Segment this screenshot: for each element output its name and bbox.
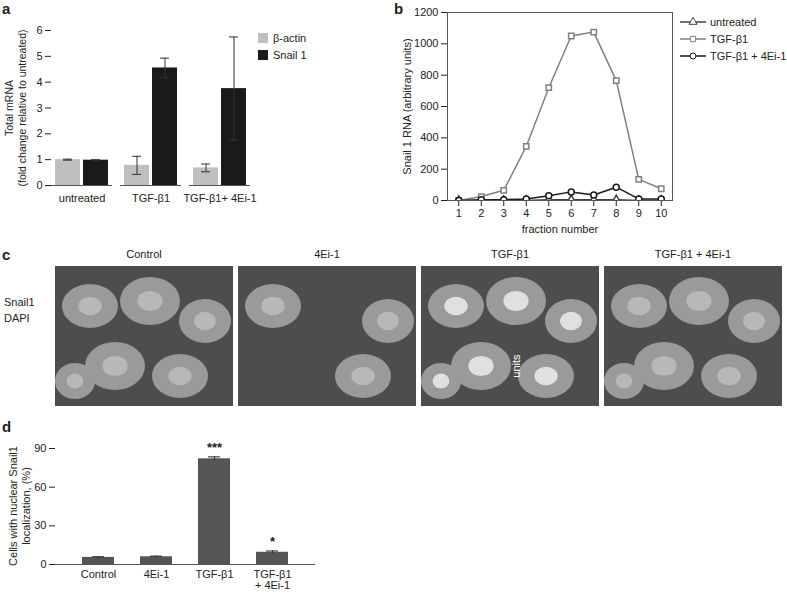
svg-text:9: 9 — [636, 207, 642, 219]
svg-text:0: 0 — [432, 194, 438, 206]
svg-text:6: 6 — [568, 207, 574, 219]
svg-text:1: 1 — [456, 207, 462, 219]
svg-text:***: *** — [207, 440, 223, 455]
html-text:c: c — [2, 246, 11, 263]
html-text:Snail 1: Snail 1 — [273, 49, 307, 61]
svg-text:3: 3 — [501, 207, 507, 219]
svg-text:2: 2 — [36, 127, 42, 139]
html-text:Control: Control — [126, 248, 162, 260]
svg-text:2: 2 — [478, 207, 484, 219]
svg-text:untreated: untreated — [59, 192, 105, 204]
svg-text:600: 600 — [420, 100, 438, 112]
svg-text:1000: 1000 — [414, 37, 438, 49]
svg-text:TGF-β1+ 4Ei-1: TGF-β1+ 4Ei-1 — [183, 192, 256, 204]
svg-text:1: 1 — [36, 153, 42, 165]
html-text:TGF-β1: TGF-β1 — [490, 248, 529, 260]
html-text:a: a — [2, 0, 11, 17]
svg-text:Snail 1 RNA (arbitrary units): Snail 1 RNA (arbitrary units) — [401, 38, 413, 174]
svg-text:5: 5 — [36, 50, 42, 62]
svg-text:8: 8 — [613, 207, 619, 219]
html-text:b: b — [394, 0, 404, 17]
svg-text:4: 4 — [36, 76, 42, 88]
svg-text:1200: 1200 — [414, 6, 438, 18]
svg-text:0: 0 — [36, 179, 42, 191]
html-text:TGF-β1 + 4Ei-1: TGF-β1 + 4Ei-1 — [710, 50, 787, 62]
svg-text:90: 90 — [34, 442, 46, 454]
svg-text:10: 10 — [655, 207, 667, 219]
svg-text:3: 3 — [36, 102, 42, 114]
svg-text:4: 4 — [523, 207, 529, 219]
svg-text:TGF-β1: TGF-β1 — [132, 192, 170, 204]
html-text:β-actin: β-actin — [273, 32, 307, 44]
html-text:d: d — [2, 418, 12, 435]
svg-text:*: * — [270, 534, 276, 549]
html-text:units: units — [510, 354, 522, 378]
svg-text:4Ei-1: 4Ei-1 — [144, 568, 170, 580]
html-text:Cells with nuclear Snail1 loca: Cells with nuclear Snail1 localization, … — [6, 446, 32, 566]
svg-text:0: 0 — [40, 558, 46, 570]
html-text:4Ei-1: 4Ei-1 — [314, 248, 340, 260]
svg-text:200: 200 — [420, 163, 438, 175]
svg-text:400: 400 — [420, 131, 438, 143]
svg-text:5: 5 — [546, 207, 552, 219]
svg-text:TGF-β1: TGF-β1 — [195, 568, 233, 580]
svg-text:6: 6 — [36, 24, 42, 36]
svg-text:7: 7 — [591, 207, 597, 219]
svg-text:30: 30 — [34, 519, 46, 531]
html-text:Total mRNA (fold change relati: Total mRNA (fold change relative to untr… — [3, 29, 28, 186]
html-text:TGF-β1 + 4Ei-1: TGF-β1 + 4Ei-1 — [654, 248, 732, 260]
svg-text:fraction number: fraction number — [522, 223, 599, 235]
svg-text:60: 60 — [34, 481, 46, 493]
svg-text:800: 800 — [420, 69, 438, 81]
html-text:Snail1: Snail1 — [4, 296, 35, 308]
html-text:untreated: untreated — [710, 16, 757, 28]
html-text:DAPI: DAPI — [4, 312, 30, 324]
html-text:TGF-β1: TGF-β1 — [710, 33, 749, 45]
svg-text:Control: Control — [81, 568, 116, 580]
svg-text:TGF-β1+ 4Ei-1: TGF-β1+ 4Ei-1 — [253, 568, 291, 591]
